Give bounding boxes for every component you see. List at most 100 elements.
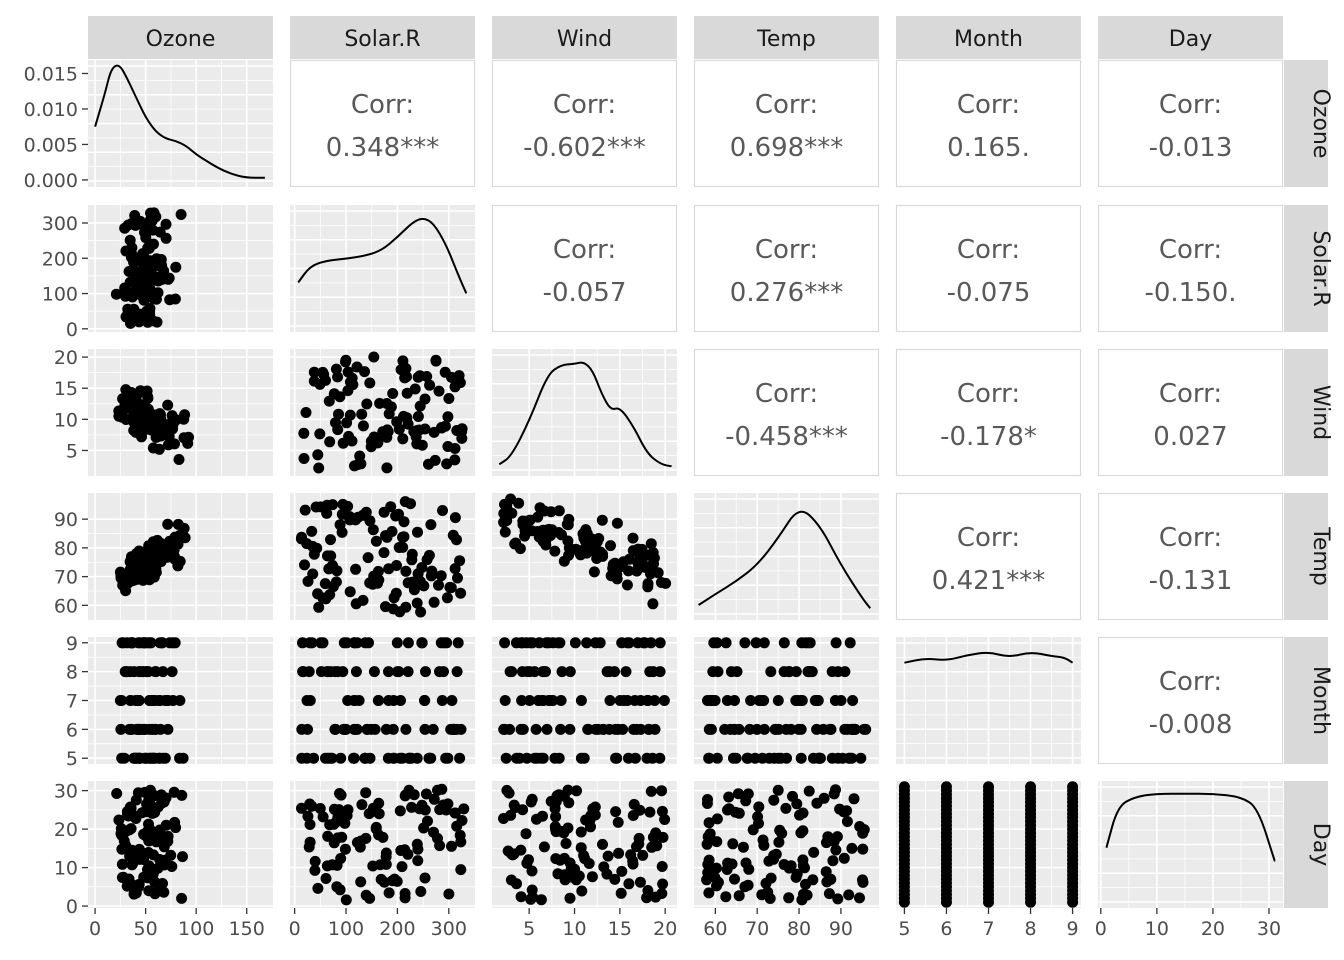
point: [624, 553, 635, 565]
point: [651, 840, 663, 852]
grid-4-0: [88, 637, 273, 764]
strip-temp-top: [694, 16, 879, 59]
point: [141, 423, 153, 435]
x-tick-label-wind: 20: [653, 918, 677, 940]
point: [656, 805, 668, 817]
point: [740, 857, 752, 869]
point: [940, 781, 952, 793]
point: [383, 408, 395, 420]
point: [424, 379, 436, 391]
point: [524, 695, 536, 706]
point: [611, 752, 623, 764]
x-tick-label-wind: 5: [523, 918, 535, 940]
point: [320, 873, 332, 884]
point: [116, 858, 128, 870]
point: [312, 882, 324, 894]
panel-temp-month: [895, 492, 1082, 621]
point: [588, 566, 600, 578]
point: [116, 408, 128, 420]
point: [780, 723, 792, 735]
point: [179, 409, 191, 421]
point: [153, 548, 165, 560]
point: [160, 792, 172, 804]
point: [148, 752, 159, 764]
point: [563, 513, 575, 525]
point: [537, 695, 548, 706]
point: [300, 407, 312, 418]
point: [414, 400, 426, 412]
point: [330, 576, 342, 588]
point: [516, 666, 528, 678]
row-label-temp: Temp: [1308, 526, 1333, 586]
point: [582, 723, 594, 735]
point: [344, 586, 356, 598]
point: [162, 518, 174, 530]
point: [645, 538, 657, 550]
y-tick-label-temp: 60: [54, 595, 78, 617]
point: [134, 417, 146, 429]
grid-0-0: [88, 60, 273, 187]
strip-wind-right: [1284, 349, 1328, 476]
y-tick-label-temp: 70: [54, 567, 78, 589]
point: [656, 785, 668, 797]
point: [449, 512, 461, 524]
y-tick-label-ozone: 0.015: [24, 63, 78, 85]
point: [623, 878, 635, 890]
corr-label-month-day: Corr:: [1159, 667, 1222, 697]
point: [821, 876, 833, 888]
point: [823, 888, 835, 900]
point: [648, 558, 659, 570]
grid-3-0: [88, 493, 273, 620]
point: [428, 596, 440, 608]
point: [139, 805, 151, 817]
point: [395, 364, 407, 376]
point: [642, 885, 654, 896]
point: [591, 553, 603, 564]
point: [412, 526, 423, 538]
point: [446, 840, 457, 852]
point: [817, 723, 829, 735]
point: [339, 843, 351, 855]
point: [733, 723, 745, 735]
point: [136, 256, 148, 268]
point: [508, 799, 520, 811]
point: [703, 752, 715, 764]
point: [132, 787, 144, 799]
point: [110, 288, 122, 300]
x-tick-label-month: 5: [898, 918, 910, 940]
point: [637, 849, 649, 861]
point: [297, 666, 309, 678]
point: [419, 695, 430, 706]
point: [830, 844, 842, 856]
point: [423, 458, 434, 470]
point: [808, 846, 820, 858]
corr-value-temp-day: -0.131: [1149, 566, 1233, 596]
point: [146, 830, 157, 842]
point: [160, 232, 172, 244]
point: [799, 862, 810, 874]
point: [162, 439, 174, 451]
point: [441, 592, 453, 604]
point: [155, 537, 166, 549]
point: [400, 789, 411, 801]
point: [778, 666, 790, 678]
point: [302, 810, 314, 822]
point: [393, 508, 404, 520]
point: [795, 752, 807, 764]
point: [141, 666, 153, 678]
point: [753, 695, 765, 706]
panel-solar-r-wind: [491, 204, 678, 333]
point: [537, 666, 549, 678]
point: [742, 788, 754, 800]
point: [296, 802, 307, 814]
point: [710, 862, 722, 874]
point: [128, 257, 140, 268]
point: [701, 838, 713, 850]
point: [324, 436, 336, 448]
point: [350, 666, 362, 678]
point: [437, 505, 448, 516]
x-tick-label-day: 10: [1145, 918, 1169, 940]
strip-month-right: [1284, 637, 1328, 764]
point: [758, 637, 770, 649]
point: [773, 836, 785, 848]
